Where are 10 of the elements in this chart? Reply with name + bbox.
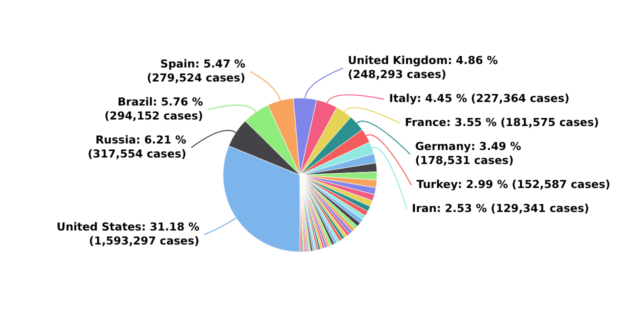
slice-label: Russia: 6.21 % (317,554 cases) xyxy=(88,133,186,160)
slice-label: Spain: 5.47 % (279,524 cases) xyxy=(146,57,246,84)
slice-label: Turkey: 2.99 % (152,587 cases) xyxy=(416,178,610,192)
slice-label: Germany: 3.49 % (178,531 cases) xyxy=(415,140,522,168)
slice-label: United States: 31.18 % (1,593,297 cases) xyxy=(56,220,200,248)
slice-label: Brazil: 5.76 % (294,152 cases) xyxy=(104,95,204,122)
slice-label: United Kingdom: 4.86 % (248,293 cases) xyxy=(348,54,498,82)
slice-label: Italy: 4.45 % (227,364 cases) xyxy=(389,92,570,106)
slice-label: France: 3.55 % (181,575 cases) xyxy=(404,116,599,130)
slice-label: Iran: 2.53 % (129,341 cases) xyxy=(412,202,590,216)
